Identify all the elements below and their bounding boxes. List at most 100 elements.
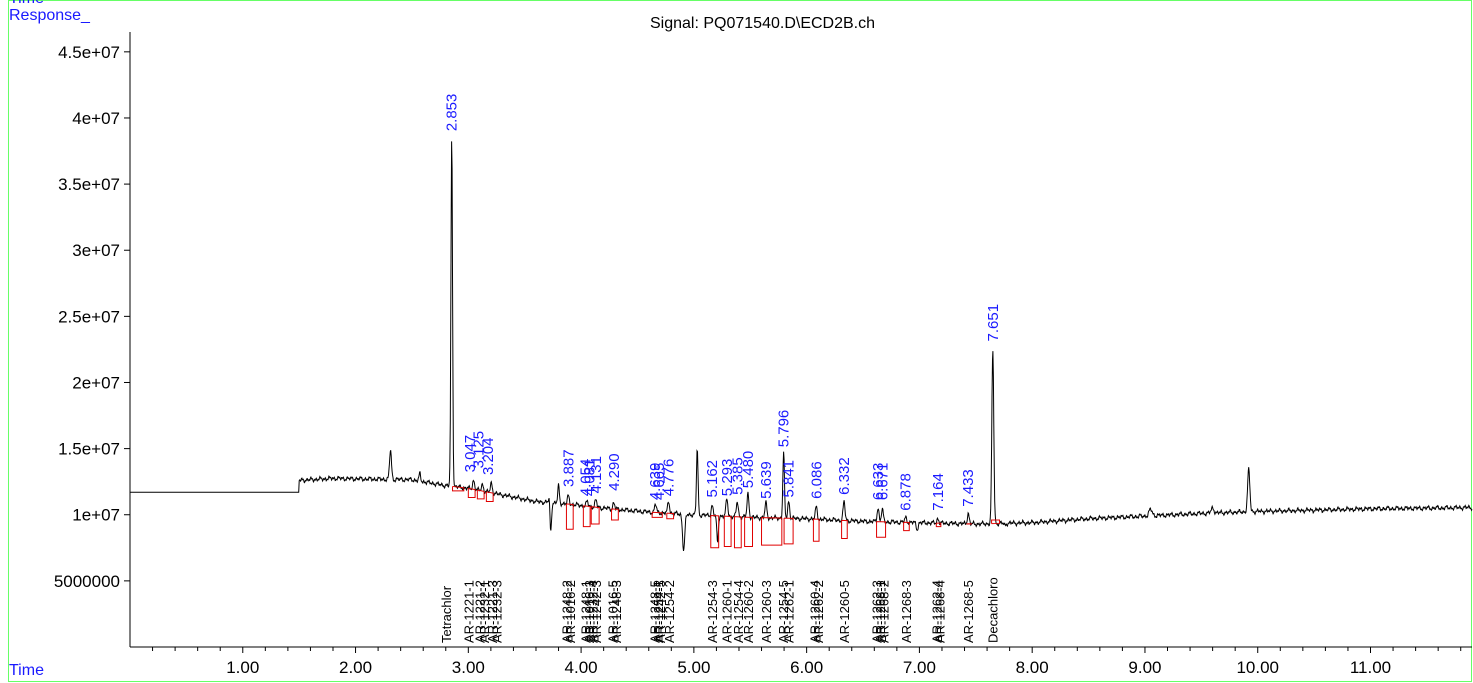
integration-mark: [467, 487, 476, 499]
peak-label: 4.639: [647, 463, 664, 501]
ticks: 5000000 1e+07 1.5e+07 2e+07 2.5e+07 3e+07 3.5e…: [54, 43, 1462, 677]
compound-label: AR-1254-2: [662, 580, 677, 643]
integration-mark: [744, 516, 754, 547]
y-tick-label: 3e+07: [72, 241, 120, 260]
peak-label: 5.293: [719, 459, 736, 497]
compound-label: AR-1221-1: [461, 580, 476, 643]
compound-label: AR-1221-3: [485, 580, 500, 643]
peak-label: 6.878: [898, 473, 915, 511]
peak-label: 4.290: [606, 453, 623, 491]
axes: [129, 32, 1472, 648]
y-tick-label: 1e+07: [72, 506, 120, 525]
integration-mark: [903, 521, 910, 532]
y-tick-label: 4e+07: [72, 109, 120, 128]
compound-label: AR-1260-1: [720, 580, 735, 643]
peak-label: 3.204: [480, 437, 497, 475]
integration-mark: [876, 521, 887, 538]
compound-label: AR-1260-3: [759, 580, 774, 643]
peak-label: 3.887: [560, 449, 577, 487]
y-tick-label: 2e+07: [72, 373, 120, 392]
peak-label: 2.853: [444, 94, 461, 132]
compound-label: AR-1016-5: [606, 580, 621, 643]
y-tick-label: 3.5e+07: [58, 175, 120, 194]
integration-mark: [582, 505, 591, 528]
compound-label: AR-1232-3: [490, 580, 505, 643]
chart-frame: [8, 0, 1472, 682]
peak-label: 5.162: [704, 460, 721, 498]
integration-mark: [783, 517, 794, 545]
peak-label: 4.665: [651, 463, 668, 501]
integration-mark: [485, 491, 494, 503]
integration-mark: [590, 506, 600, 525]
x-tick-label: 4.00: [565, 658, 598, 677]
compound-label: AR-1221-2: [473, 580, 488, 643]
x-tick-label: 11.00: [1350, 658, 1391, 677]
peak-label: 4.081: [582, 459, 599, 497]
compound-label: AR-1254-5: [776, 580, 791, 643]
compound-label: AR-1262-1: [782, 580, 797, 643]
integration-mark: [651, 511, 663, 518]
compound-label: AR-1262-3: [870, 580, 885, 643]
x-tick-label: 2.00: [339, 658, 372, 677]
integration-mark: [723, 515, 732, 547]
top-corner-label: Time: [9, 0, 44, 8]
integration-mark: [710, 515, 720, 549]
compound-label: AR-1260-2: [741, 580, 756, 643]
compound-label: AR-1254-4: [731, 580, 746, 643]
peak-label: 4.054: [578, 459, 595, 497]
peak-label: 6.671: [874, 463, 891, 501]
integration-mark: [452, 485, 465, 492]
chart-title: Signal: PQ071540.D\ECD2B.ch: [650, 15, 876, 32]
compound-label: AR-1260-4: [808, 580, 823, 643]
peak-label: 4.131: [588, 456, 605, 494]
integration-mark: [611, 508, 619, 521]
compound-label: AR-1248-3: [609, 580, 624, 643]
integration-mark: [565, 503, 574, 530]
integration-mark: [812, 518, 820, 542]
peak-label: 5.841: [781, 460, 798, 498]
x-tick-label: 10.00: [1236, 658, 1279, 677]
x-tick-label: 3.00: [452, 658, 485, 677]
integration-mark: [733, 516, 742, 549]
peak-label: 6.332: [836, 457, 853, 495]
compound-label: AR-1016-3: [582, 580, 597, 643]
y-tick-label: 4.5e+07: [58, 43, 120, 62]
x-tick-label: 7.00: [903, 658, 936, 677]
compound-label: AR-1254-1: [651, 580, 666, 643]
peak-label: 5.385: [729, 457, 746, 495]
peak-label: 5.796: [776, 410, 793, 448]
y-tick-label: 1.5e+07: [58, 440, 120, 459]
y-axis-label: Response_: [9, 7, 90, 24]
compound-label: AR-1016-2: [563, 580, 578, 643]
integration-mark: [761, 517, 783, 546]
integration-mark: [935, 522, 942, 528]
y-tick-label: 5000000: [54, 572, 120, 591]
compound-label: AR-1262-2: [811, 580, 826, 643]
integration-mark: [476, 489, 485, 500]
compound-label: AR-1268-3: [899, 580, 914, 643]
compound-label: AR-1268-5: [961, 580, 976, 643]
peak-label: 4.776: [661, 459, 678, 497]
integration-mark: [666, 512, 675, 520]
peak-label: 6.633: [870, 463, 887, 501]
x-axis-label: Time: [9, 662, 44, 679]
compound-label: AR-1242-3: [589, 580, 604, 643]
x-tick-label: 9.00: [1128, 658, 1161, 677]
compound-label: AR-1248-2: [559, 580, 574, 643]
compound-label: AR-1254-3: [705, 580, 720, 643]
compound-label: AR-1242-5: [653, 580, 668, 643]
compound-label: AR-1268-4: [933, 580, 948, 643]
peak-label: 3.047: [462, 435, 479, 473]
x-tick-label: 5.00: [677, 658, 710, 677]
peak-label: 5.480: [740, 451, 757, 489]
peak-label: 7.164: [930, 473, 947, 511]
compound-label: AR-1268-1: [873, 580, 888, 643]
signal-line: [130, 141, 1473, 551]
compound-label: AR-1248-5: [647, 580, 662, 643]
compound-label: AR-1232-4: [585, 580, 600, 643]
integration-mark: [991, 519, 1000, 525]
compound-label: AR-1248-1: [579, 580, 594, 643]
signal-trace: [130, 141, 1473, 551]
